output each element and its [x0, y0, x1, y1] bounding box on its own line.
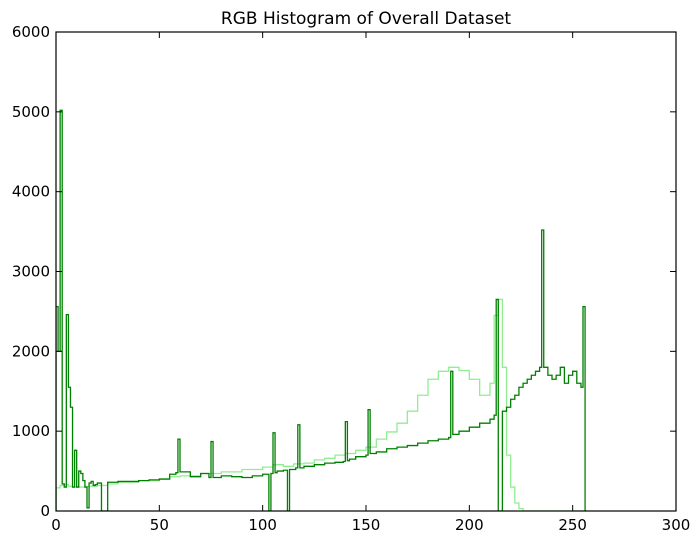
y-tick-label: 1000 [12, 422, 50, 440]
plot-border [55, 31, 677, 512]
x-tick-label: 50 [150, 516, 169, 534]
y-tick-label: 6000 [12, 23, 50, 41]
y-axis: 0 1000 2000 3000 4000 5000 6000 [12, 23, 676, 520]
x-tick-label: 250 [558, 516, 587, 534]
histogram-series-1 [56, 109, 588, 511]
y-tick-label: 2000 [12, 342, 50, 360]
x-tick-label: 0 [51, 516, 61, 534]
x-axis: 0 50 100 150 200 250 300 [51, 32, 690, 534]
y-tick-label: 0 [40, 502, 50, 520]
y-tick-label: 3000 [12, 263, 50, 281]
x-tick-label: 150 [352, 516, 381, 534]
x-tick-label: 200 [455, 516, 484, 534]
x-tick-label: 300 [662, 516, 691, 534]
x-tick-label: 100 [248, 516, 277, 534]
y-tick-label: 4000 [12, 183, 50, 201]
histogram-series-0 [56, 298, 588, 511]
chart-title: RGB Histogram of Overall Dataset [221, 9, 511, 29]
axes-frame [55, 31, 677, 512]
plot-area [56, 109, 588, 511]
y-tick-label: 5000 [12, 103, 50, 121]
